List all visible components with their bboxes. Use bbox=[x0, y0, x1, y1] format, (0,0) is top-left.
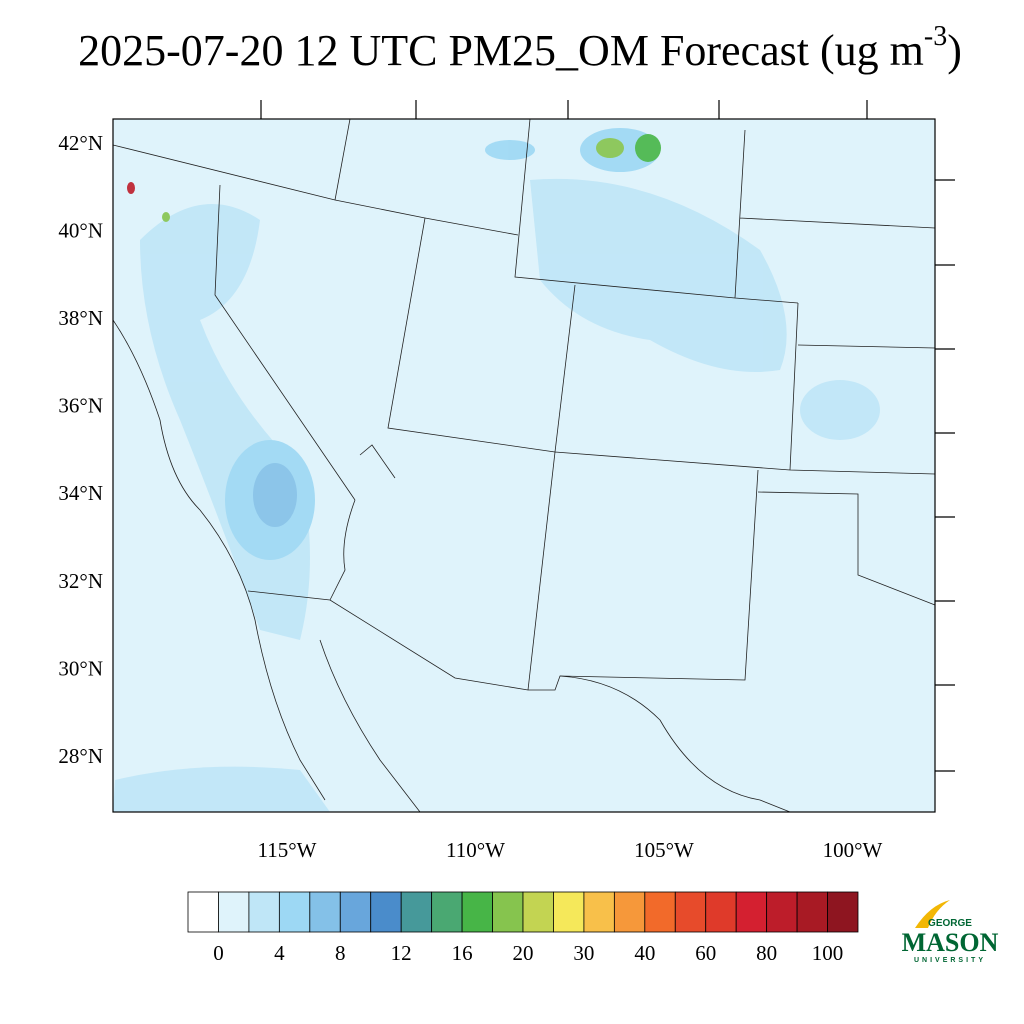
colorbar-box bbox=[187, 891, 219, 933]
colorbar-box bbox=[492, 891, 524, 933]
lon-label: 105°W bbox=[634, 838, 694, 862]
lat-label: 34°N bbox=[58, 481, 103, 505]
colorbar-box bbox=[400, 891, 433, 933]
colorbar-label: 40 bbox=[634, 941, 655, 965]
colorbar-label: 4 bbox=[274, 941, 285, 965]
title-main: 2025-07-20 12 UTC PM25_OM Forecast (ug m bbox=[78, 26, 924, 75]
boundaries bbox=[112, 118, 936, 813]
colorbar-box bbox=[644, 891, 676, 933]
colorbar-label: 8 bbox=[335, 941, 346, 965]
lon-label: 115°W bbox=[258, 838, 317, 862]
colorbar-box bbox=[248, 891, 280, 933]
colorbar-box bbox=[705, 891, 737, 933]
colorbar-box bbox=[674, 891, 707, 933]
lon-label: 110°W bbox=[446, 838, 505, 862]
colorbar-box bbox=[553, 891, 585, 933]
colorbar-label: 0 bbox=[213, 941, 224, 965]
plumes bbox=[113, 128, 880, 812]
title: 2025-07-20 12 UTC PM25_OM Forecast (ug m… bbox=[78, 21, 962, 75]
lat-label: 28°N bbox=[58, 744, 103, 768]
title-superscript: -3 bbox=[924, 21, 947, 52]
colorbar-label: 30 bbox=[573, 941, 594, 965]
colorbar-box bbox=[613, 891, 646, 933]
colorbar-label: 20 bbox=[513, 941, 534, 965]
colorbar-box bbox=[431, 891, 463, 933]
colorbar-label: 16 bbox=[452, 941, 473, 965]
title-close: ) bbox=[947, 26, 962, 75]
colorbar-box bbox=[583, 891, 615, 933]
logo-main: MASON bbox=[902, 928, 999, 957]
colorbar-box bbox=[766, 891, 798, 933]
colorbar-box bbox=[218, 891, 250, 933]
ticks bbox=[260, 100, 955, 772]
lat-label: 40°N bbox=[58, 218, 103, 242]
colorbar-box bbox=[339, 891, 372, 933]
lat-label: 30°N bbox=[58, 656, 103, 680]
lat-label: 38°N bbox=[58, 306, 103, 330]
logo: GEORGE MASON UNIVERSITY bbox=[902, 900, 999, 964]
colorbar-box bbox=[461, 891, 493, 933]
colorbar-label: 80 bbox=[756, 941, 777, 965]
colorbar-box bbox=[796, 891, 828, 933]
lat-label: 42°N bbox=[58, 131, 103, 155]
lon-label: 100°W bbox=[823, 838, 883, 862]
colorbar-box bbox=[522, 891, 554, 933]
colorbar-box bbox=[735, 891, 768, 933]
logo-bottom: UNIVERSITY bbox=[914, 957, 986, 964]
colorbar-label: 100 bbox=[812, 941, 844, 965]
colorbar-box bbox=[309, 891, 341, 933]
map-frame bbox=[112, 118, 936, 813]
map bbox=[112, 100, 955, 813]
colorbar-label: 60 bbox=[695, 941, 716, 965]
colorbar-box bbox=[370, 891, 402, 933]
colorbar-box bbox=[278, 891, 311, 933]
logo-top: GEORGE bbox=[928, 918, 972, 929]
colorbar-box bbox=[827, 891, 859, 933]
lat-label: 32°N bbox=[58, 569, 103, 593]
colorbar-label: 12 bbox=[391, 941, 412, 965]
lat-label: 36°N bbox=[58, 394, 103, 418]
